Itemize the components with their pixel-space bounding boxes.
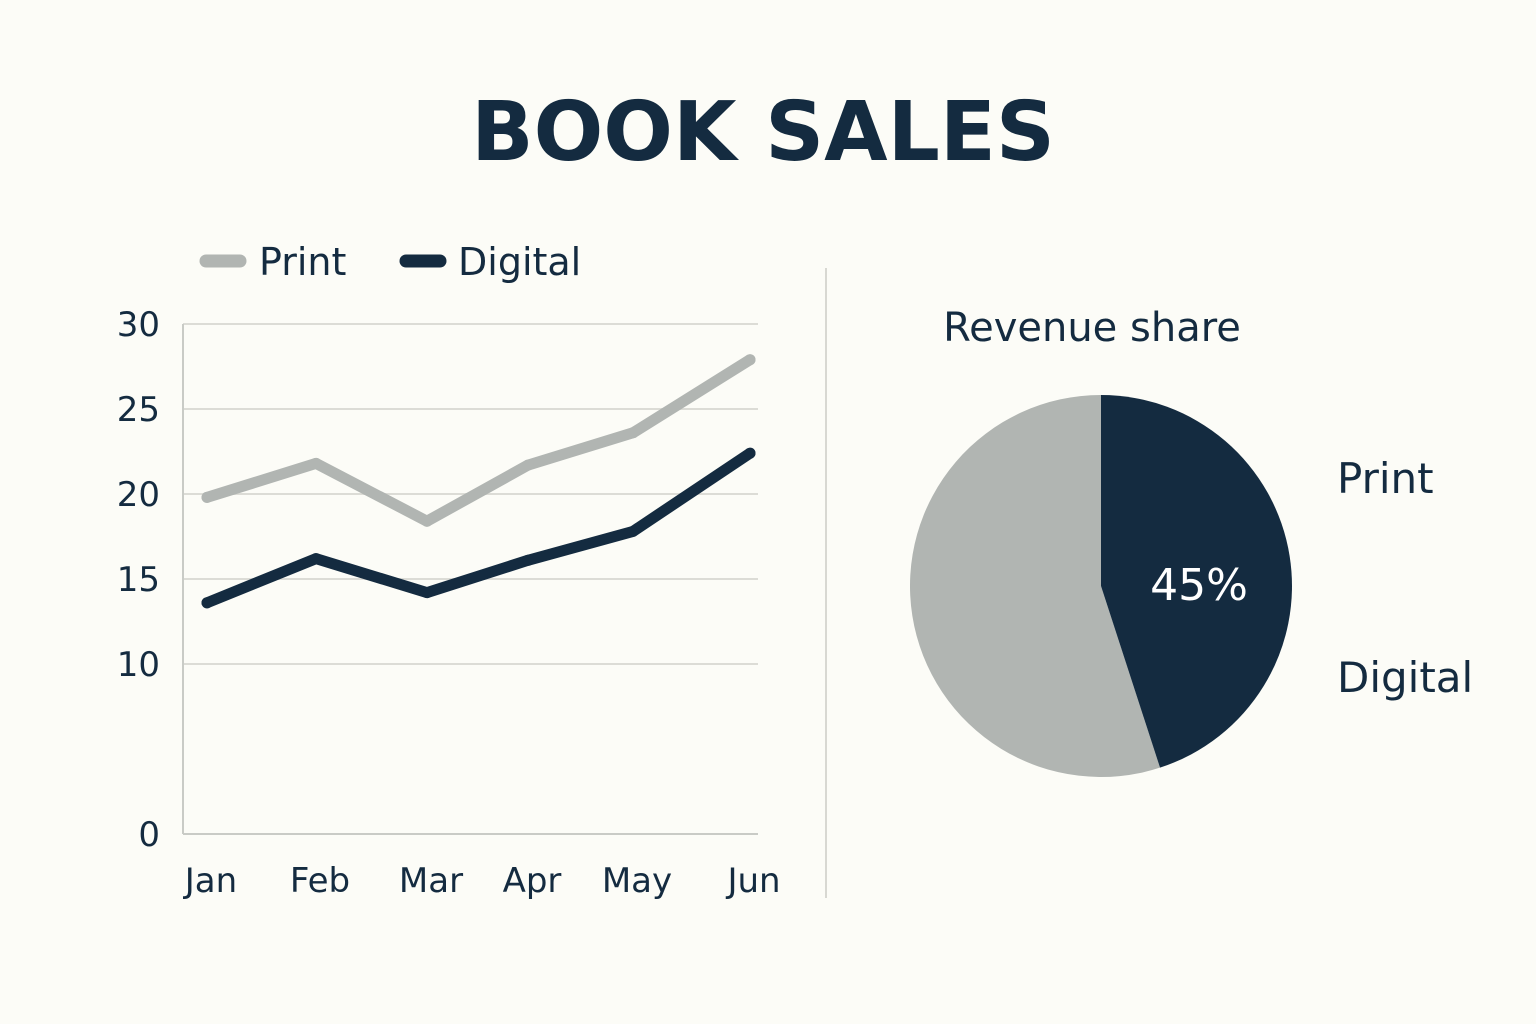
y-axis-ticks: 0 10 15 20 25 30 — [117, 305, 160, 855]
line-legend: Print Digital — [199, 240, 581, 284]
point-print-mar — [421, 515, 433, 527]
point-digital-jan — [201, 597, 213, 609]
pie-title: Revenue share — [943, 305, 1241, 351]
line-series — [201, 354, 756, 609]
pie-label-print: Print — [1337, 454, 1434, 503]
point-print-apr — [522, 459, 534, 471]
series-line-digital — [201, 447, 756, 609]
point-print-feb — [310, 457, 322, 469]
x-tick-label-apr: Apr — [503, 861, 562, 901]
legend-label-digital: Digital — [458, 240, 581, 284]
pie-slice-digital — [1101, 395, 1292, 768]
legend-label-print: Print — [259, 240, 346, 284]
x-tick-label-feb: Feb — [290, 861, 350, 901]
point-digital-jun — [744, 447, 756, 459]
x-axis-ticks: Jan Feb Mar Apr May Jun — [183, 861, 781, 901]
y-tick-label-25: 25 — [117, 390, 160, 430]
point-print-jan — [201, 491, 213, 503]
x-tick-label-jun: Jun — [725, 861, 780, 901]
x-tick-label-may: May — [602, 861, 672, 901]
series-line-print — [201, 354, 756, 527]
y-tick-label-15: 15 — [117, 560, 160, 600]
revenue-share-pie — [909, 395, 1292, 777]
pie-data-label-digital: 45% — [1150, 560, 1248, 611]
y-tick-label-20: 20 — [117, 475, 160, 515]
pie-slice-print — [909, 395, 1161, 777]
point-digital-may — [627, 525, 639, 537]
y-tick-label-10: 10 — [117, 645, 160, 685]
point-print-jun — [744, 354, 756, 366]
point-digital-apr — [522, 554, 534, 566]
point-print-may — [627, 427, 639, 439]
point-digital-feb — [310, 553, 322, 565]
x-tick-label-jan: Jan — [183, 861, 237, 901]
pie-label-digital: Digital — [1337, 653, 1473, 702]
point-digital-mar — [421, 587, 433, 599]
x-tick-label-mar: Mar — [399, 861, 463, 901]
y-tick-label-0: 0 — [138, 815, 160, 855]
y-tick-label-30: 30 — [117, 305, 160, 345]
chart-title: BOOK SALES — [471, 85, 1055, 180]
